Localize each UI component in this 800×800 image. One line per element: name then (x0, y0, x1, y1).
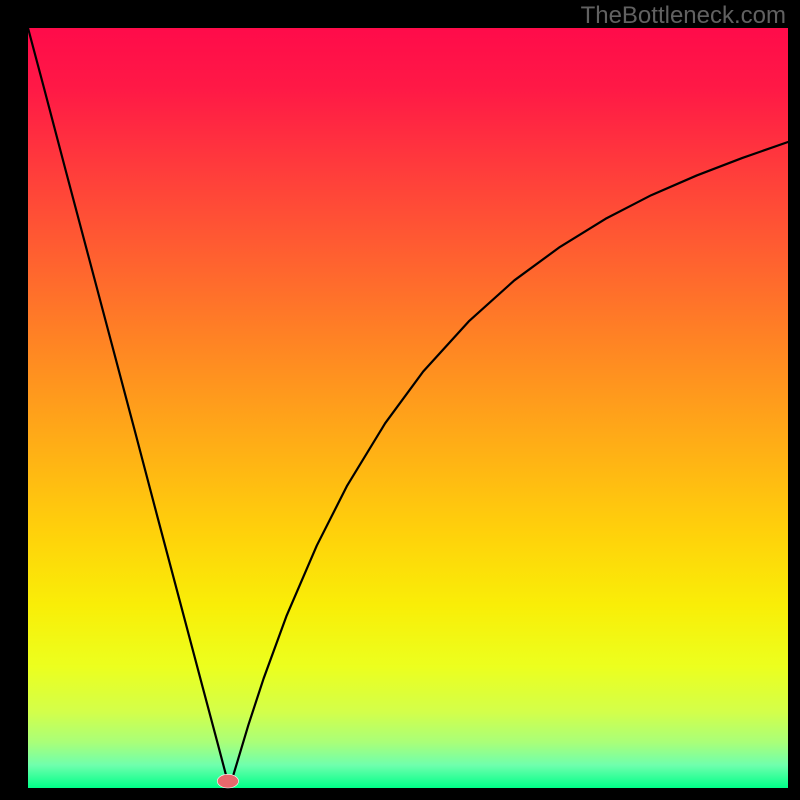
plot-area (28, 28, 788, 788)
bottleneck-curve-right (229, 142, 788, 788)
watermark-text: TheBottleneck.com (581, 2, 786, 30)
min-point-marker (217, 774, 238, 788)
chart-frame: TheBottleneck.com (0, 0, 800, 800)
curve-layer (28, 28, 788, 788)
bottleneck-curve-left (28, 28, 229, 788)
